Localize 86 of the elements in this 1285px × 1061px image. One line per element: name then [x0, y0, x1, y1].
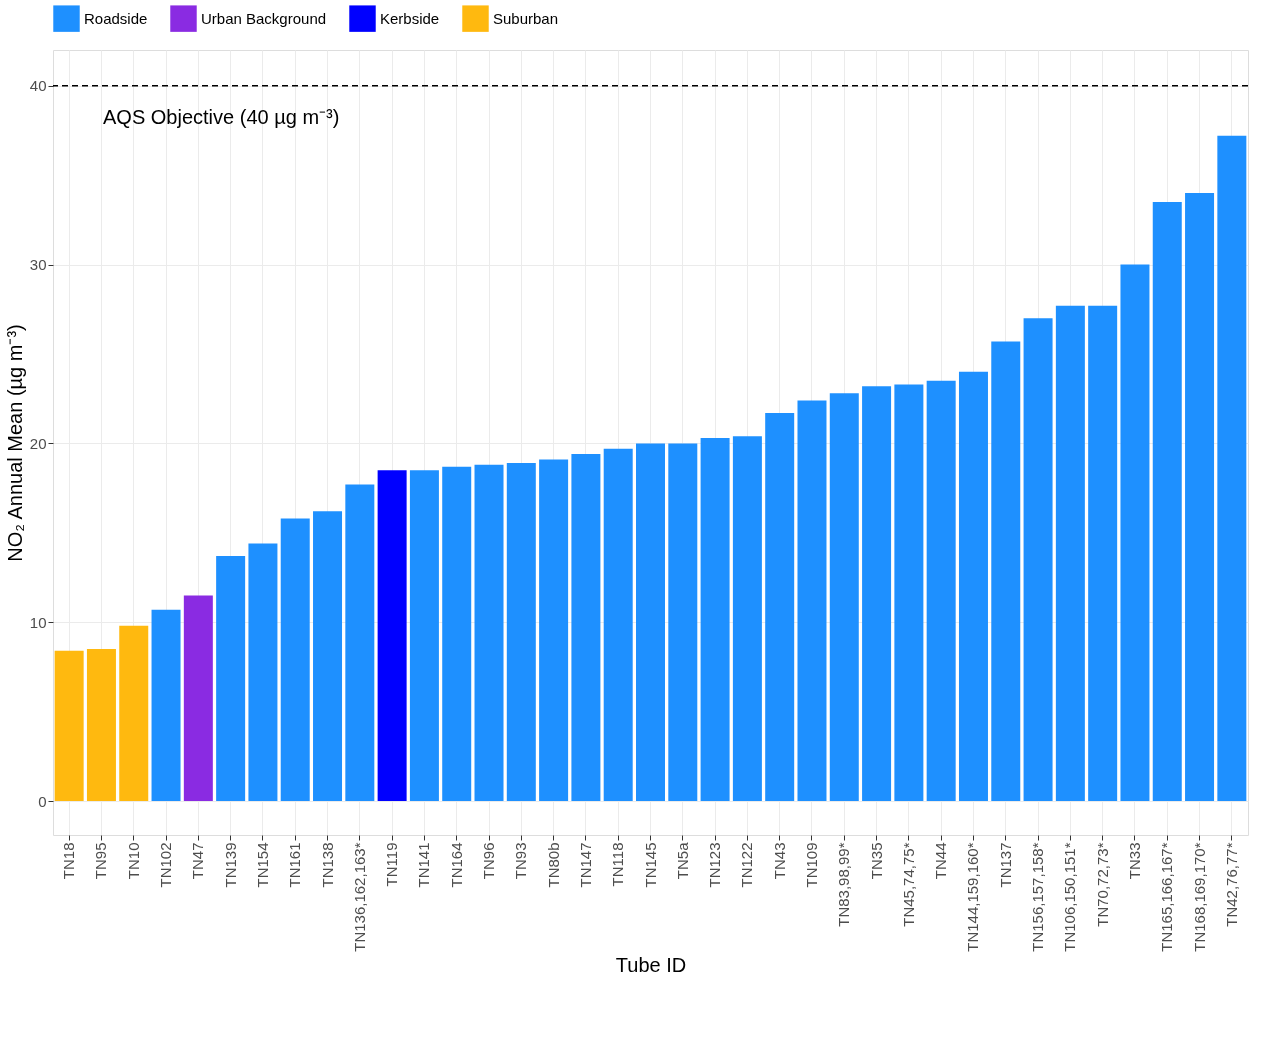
x-tick-label: TN106,150,151*	[1061, 842, 1079, 952]
x-tick-label: TN123	[706, 842, 724, 888]
x-tick-label: TN137	[996, 842, 1014, 888]
y-axis-title: NO₂ Annual Mean (µg m⁻³)	[3, 324, 26, 562]
x-tick-label: TN168,169,170*	[1190, 842, 1208, 952]
bar	[377, 470, 407, 802]
bar	[765, 413, 795, 802]
x-tick-label: TN42,76,77*	[1222, 842, 1240, 927]
x-tick-label: TN47	[189, 842, 207, 880]
x-tick-label: TN144,159,160*	[964, 842, 982, 952]
bar	[313, 511, 343, 802]
bar	[958, 371, 988, 802]
bar	[926, 380, 956, 802]
bar	[409, 470, 439, 802]
x-tick-label: TN70,72,73*	[1093, 842, 1111, 927]
x-tick-label: TN45,74,75*	[899, 842, 917, 927]
bar	[119, 625, 149, 802]
x-tick-label: TN95	[92, 842, 110, 880]
x-tick-label: TN109	[802, 842, 820, 888]
bar	[151, 609, 181, 802]
x-tick-label: TN161	[286, 842, 304, 888]
bar	[345, 484, 375, 802]
x-axis-title: Tube ID	[615, 953, 687, 976]
bar	[1120, 264, 1150, 802]
bar	[797, 400, 827, 802]
bar	[54, 650, 84, 802]
x-tick-label: TN119	[383, 842, 401, 887]
x-tick-label: TN154	[253, 842, 271, 888]
x-tick-label: TN44	[932, 842, 950, 880]
x-tick-label: TN96	[480, 842, 498, 880]
x-tick-label: TN35	[867, 842, 885, 880]
x-tick-label: TN102	[157, 842, 175, 888]
x-tick-label: TN141	[415, 842, 433, 888]
x-tick-label: TN93	[512, 842, 530, 880]
y-tick-label: 40	[29, 77, 47, 95]
bar	[506, 463, 536, 802]
bar	[1185, 193, 1215, 802]
y-tick-label: 30	[29, 256, 47, 274]
bar	[216, 556, 246, 802]
x-tick-label: TN147	[576, 842, 594, 888]
x-tick-label: TN10	[124, 842, 142, 880]
x-tick-label: TN138	[318, 842, 336, 888]
bar	[248, 543, 278, 802]
bar	[1023, 318, 1053, 802]
x-tick-label: TN5a	[673, 841, 691, 880]
bar	[539, 459, 569, 802]
bar	[894, 384, 924, 802]
legend-label: Urban Background	[201, 9, 327, 27]
legend-label: Kerbside	[380, 9, 440, 27]
x-tick-label: TN156,157,158*	[1029, 842, 1047, 952]
bar	[1088, 305, 1118, 802]
bar	[280, 518, 310, 802]
bar	[442, 466, 472, 802]
bar	[829, 393, 859, 802]
x-tick-label: TN145	[641, 842, 659, 888]
x-tick-label: TN80b	[544, 842, 562, 888]
x-tick-label: TN139	[221, 842, 239, 888]
x-tick-label: TN118	[609, 842, 627, 887]
bar	[571, 454, 601, 802]
x-tick-label: TN83,98,99*	[835, 842, 853, 927]
bar	[862, 386, 892, 802]
bar	[636, 443, 665, 802]
x-tick-label: TN33	[1125, 842, 1143, 880]
bar	[86, 649, 116, 802]
x-tick-label: TN165,166,167*	[1158, 842, 1176, 952]
legend-label: Suburban	[493, 9, 559, 27]
x-tick-label: TN164	[447, 842, 465, 888]
bar	[183, 595, 213, 802]
bar	[700, 438, 730, 802]
bar	[668, 443, 698, 802]
y-tick-label: 0	[38, 792, 47, 810]
bar	[991, 341, 1021, 802]
x-tick-label: TN43	[770, 842, 788, 880]
legend-label: Roadside	[84, 9, 148, 27]
bar	[1152, 201, 1182, 802]
bar	[732, 436, 762, 802]
y-tick-label: 10	[29, 613, 47, 631]
bar	[1217, 135, 1247, 802]
x-tick-label: TN122	[738, 842, 756, 888]
bar	[474, 464, 504, 802]
bar	[1055, 305, 1085, 802]
ref-line-label: AQS Objective (40 µg m⁻³)	[103, 105, 340, 128]
x-tick-label: TN18	[60, 842, 78, 880]
y-tick-label: 20	[29, 434, 47, 452]
bar	[603, 448, 633, 802]
x-tick-label: TN136,162,163*	[350, 842, 368, 952]
